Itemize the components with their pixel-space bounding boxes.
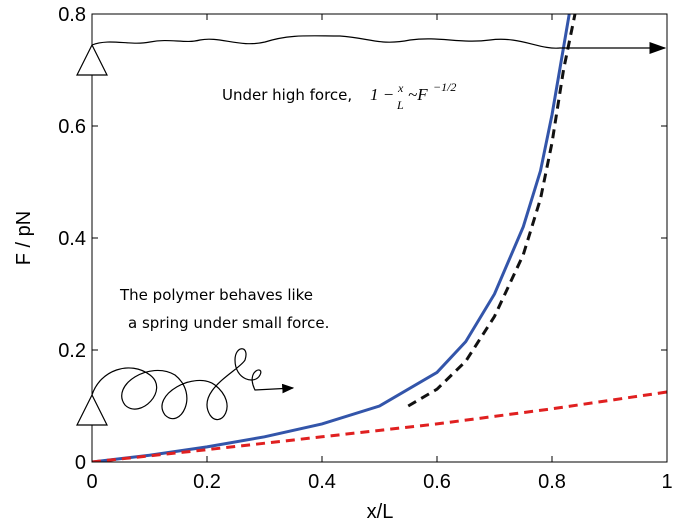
- annotation: The polymer behaves like: [119, 286, 313, 304]
- y-axis-label: F / pN: [13, 211, 35, 265]
- annotation-math: −1/2: [433, 80, 456, 94]
- annotation: Under high force,: [222, 86, 352, 104]
- annotation-math: x: [397, 81, 404, 95]
- y-tick-label: 0.8: [58, 4, 86, 26]
- annotation-math: 1 −: [370, 85, 394, 104]
- coiled-polymer: [91, 348, 295, 421]
- plot-area: [92, 14, 667, 462]
- y-tick-label: 0.6: [58, 116, 86, 138]
- annotation-math: ~F: [408, 85, 428, 104]
- annotation-math: L: [396, 98, 404, 112]
- x-tick-label: 0.8: [538, 471, 566, 493]
- x-tick-label: 0: [86, 471, 97, 493]
- anchor: [76, 43, 108, 76]
- anchor: [76, 393, 108, 426]
- annotation: a spring under small force.: [128, 314, 329, 332]
- data-line: [407, 14, 577, 408]
- y-tick-label: 0.4: [58, 228, 86, 250]
- x-tick-label: 1: [661, 471, 672, 493]
- x-tick-label: 0.6: [423, 471, 451, 493]
- stretched-polymer: [91, 35, 667, 54]
- y-tick-label: 0.2: [58, 340, 86, 362]
- frame: [91, 13, 668, 463]
- data-line: [92, 390, 667, 462]
- x-axis-label: x/L: [367, 501, 394, 523]
- x-tick-label: 0.4: [308, 471, 336, 493]
- data-line: [92, 14, 571, 462]
- y-tick-label: 0: [75, 452, 86, 474]
- x-tick-label: 0.2: [193, 471, 221, 493]
